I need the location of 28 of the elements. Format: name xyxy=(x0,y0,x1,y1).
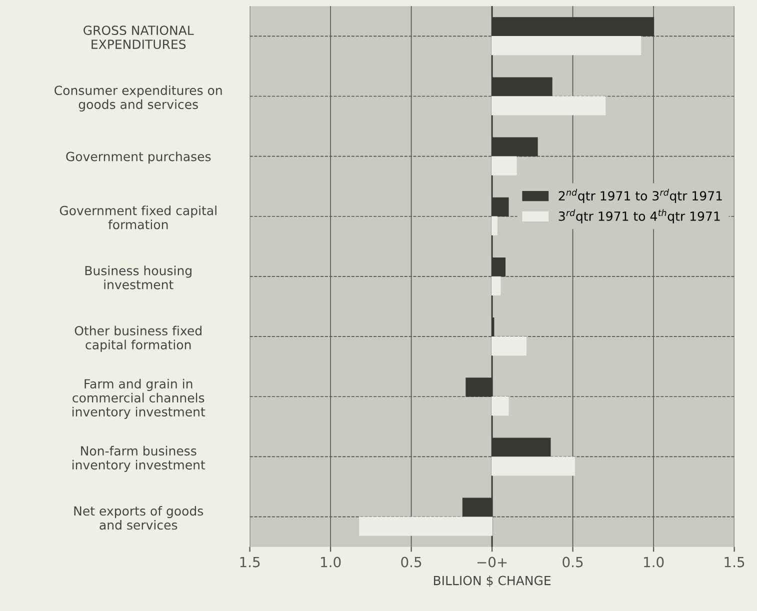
x-tick-label: 1.5 xyxy=(724,556,744,568)
bar xyxy=(491,216,498,236)
legend-label: 3$^{rd}$qtr 1971 to 4$^{th}$qtr 1971 xyxy=(558,209,720,224)
y-tick-label: Government purchases xyxy=(66,152,211,164)
y-tick-label: Other business fixed capital formation xyxy=(74,326,202,352)
bar xyxy=(491,96,606,116)
y-tick-label: Non-farm business inventory investment xyxy=(72,446,206,472)
x-tick-label: 0.5 xyxy=(401,556,422,568)
y-tick-label: Consumer expenditures on goods and services xyxy=(54,85,222,112)
x-tick-label: 1.5 xyxy=(240,556,260,568)
y-tick-label: Business housing investment xyxy=(85,266,192,290)
x-tick-label: 0.5 xyxy=(562,556,583,568)
bar xyxy=(491,276,501,296)
x-tick-label: 1.0 xyxy=(321,556,341,568)
y-tick-label: GROSS NATIONAL EXPENDITURES xyxy=(84,26,194,50)
x-tick-label: 1.0 xyxy=(644,556,664,568)
x-tick-label: −0+ xyxy=(477,556,507,568)
x-axis-title: BILLION $ CHANGE xyxy=(434,576,551,587)
bar xyxy=(491,156,517,176)
bar xyxy=(359,516,493,536)
bar xyxy=(491,456,575,476)
bar xyxy=(491,396,509,416)
legend-label: 2$^{nd}$qtr 1971 to 3$^{rd}$qtr 1971 xyxy=(558,188,722,203)
bar xyxy=(491,336,527,356)
y-tick-label: Government fixed capital formation xyxy=(60,206,216,230)
y-tick-label: Net exports of goods and services xyxy=(74,506,204,530)
bar xyxy=(491,36,642,56)
y-tick-label: Farm and grain in commercial channels inventory investment xyxy=(72,378,206,419)
